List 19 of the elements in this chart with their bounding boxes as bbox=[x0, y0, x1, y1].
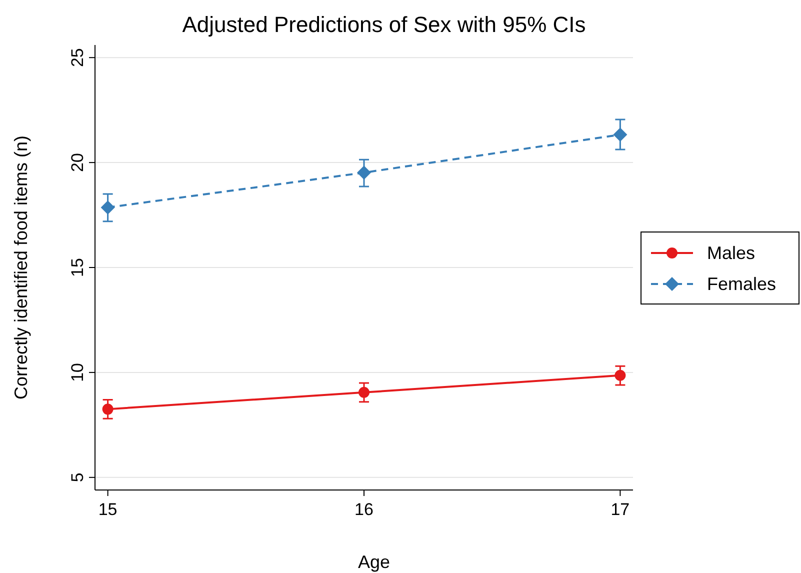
x-tick-label: 17 bbox=[610, 500, 630, 519]
x-tick-label: 16 bbox=[354, 500, 374, 519]
point bbox=[100, 200, 115, 214]
y-tick-label: 20 bbox=[68, 153, 87, 172]
legend-label: Males bbox=[707, 243, 756, 263]
y-tick-label: 25 bbox=[68, 48, 87, 68]
y-tick-label: 10 bbox=[68, 362, 87, 382]
point bbox=[358, 386, 370, 398]
y-tick-label: 15 bbox=[68, 258, 87, 277]
point bbox=[102, 404, 114, 415]
chart-title: Adjusted Predictions of Sex with 95% CIs bbox=[182, 12, 586, 37]
legend-label: Females bbox=[707, 274, 776, 294]
point bbox=[357, 166, 371, 180]
x-tick-label: 15 bbox=[98, 500, 118, 519]
x-axis-title: Age bbox=[358, 552, 390, 572]
y-axis-title: Correctly identified food items (n) bbox=[11, 135, 31, 400]
point bbox=[614, 370, 626, 381]
point bbox=[613, 128, 628, 142]
y-tick-label: 5 bbox=[68, 472, 87, 482]
